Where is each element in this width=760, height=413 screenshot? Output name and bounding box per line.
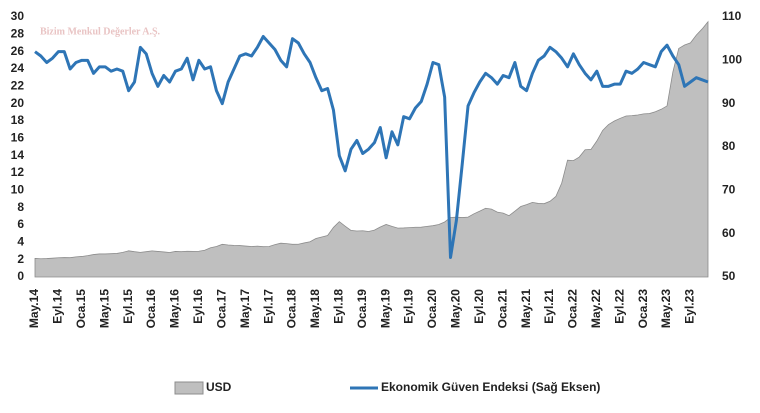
x-tick-label: Oca.23 [636,289,650,329]
legend-label: Ekonomik Güven Endeksi (Sağ Eksen) [381,380,600,394]
area [34,20,709,278]
x-tick-label: May.21 [519,289,533,328]
x-tick-label: Eyl.22 [612,289,626,324]
y2-tick-label: 90 [722,96,736,110]
x-tick-label: Eyl.20 [472,289,486,324]
x-tick-label: May.23 [659,289,673,328]
x-tick-label: May.17 [238,289,252,328]
x-tick-label: Eyl.21 [542,289,556,324]
legend-swatch [174,381,204,395]
x-tick-label: May.18 [308,289,322,328]
y-tick-label: 22 [11,79,25,93]
x-tick-label: May.20 [449,289,463,328]
y2-tick-label: 70 [722,183,736,197]
x-tick-label: May.14 [27,289,41,328]
y-tick-label: 14 [11,148,25,162]
x-tick-label: Oca.21 [495,289,509,329]
y2-tick-label: 100 [722,53,742,67]
x-tick-label: May.22 [589,289,603,328]
y-tick-label: 0 [17,269,24,283]
y-tick-label: 28 [11,27,25,41]
y2-tick-label: 110 [722,9,742,23]
y-tick-label: 24 [11,61,25,75]
legend-label: USD [206,380,232,394]
x-tick-label: Eyl.14 [51,289,65,324]
x-tick-label: Eyl.15 [121,289,135,324]
y-tick-label: 10 [11,183,25,197]
x-tick-label: Oca.17 [214,289,228,329]
y-tick-label: 4 [17,235,24,249]
x-tick-label: Oca.18 [285,289,299,329]
y-tick-label: 30 [11,9,25,23]
x-tick-label: May.15 [97,289,111,328]
x-tick-label: Oca.16 [144,289,158,329]
x-tick-label: Eyl.16 [191,289,205,324]
y-tick-label: 2 [17,252,24,266]
x-tick-label: Oca.19 [355,289,369,329]
line [34,35,709,259]
x-tick-label: May.16 [168,289,182,328]
y-tick-label: 18 [11,113,25,127]
y-tick-label: 6 [17,217,24,231]
y2-tick-label: 60 [722,226,736,240]
y2-tick-label: 50 [722,269,736,283]
y-tick-label: 8 [17,200,24,214]
y2-tick-label: 80 [722,139,736,153]
watermark: Bizim Menkul Değerler A.Ş. [40,26,161,37]
x-tick-label: Eyl.18 [331,289,345,324]
y-tick-label: 12 [11,165,25,179]
x-tick-label: Eyl.23 [683,289,697,324]
y-tick-label: 16 [11,131,25,145]
y-tick-label: 20 [11,96,25,110]
x-tick-label: Eyl.19 [402,289,416,324]
x-tick-label: Oca.22 [566,289,580,329]
x-tick-label: Eyl.17 [261,289,275,324]
x-tick-label: Oca.15 [74,289,88,329]
x-tick-label: May.19 [378,289,392,328]
y-tick-label: 26 [11,44,25,58]
x-tick-label: Oca.20 [425,289,439,329]
